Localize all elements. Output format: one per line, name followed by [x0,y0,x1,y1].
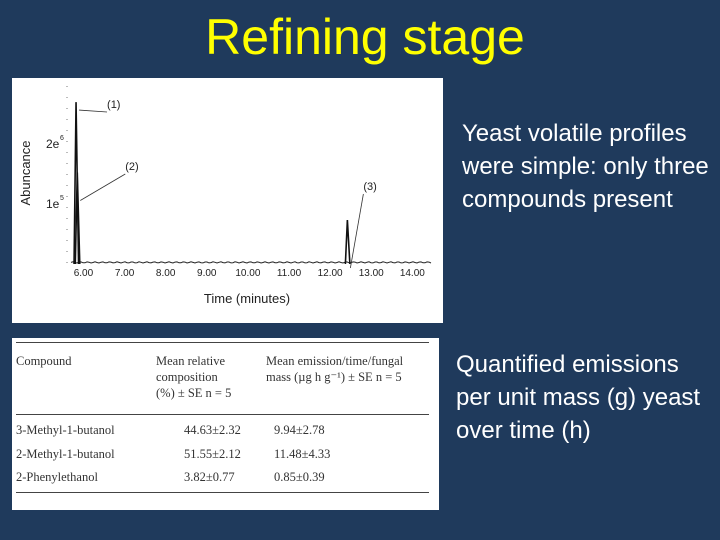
peak-label-3: (3) [363,181,376,193]
row-compound: 2-Phenylethanol [16,470,98,484]
bullet-quantified-emissions: Quantified emissions per unit mass (g) y… [456,351,701,444]
header-emission: Mean emission/time/fungal mass (µg h g⁻¹… [266,353,403,385]
peak-label-2: (2) [125,161,138,173]
x-tick-label: 9.00 [197,268,217,279]
row-composition: 3.82±0.77 [184,470,235,484]
table-top-rule [16,342,429,343]
x-tick-label: 6.00 [74,268,94,279]
chromatogram-svg: Abuncance 2e 6 1e 5 (1) (2) (3) 6.00 7.00 8.00 9.00… [18,86,432,306]
header-composition-line-2: composition [156,370,218,384]
peak-leader-1 [79,109,108,113]
x-tick-label: 13.00 [359,268,384,279]
baseline-trace [70,261,432,264]
peak-leader-3 [349,193,364,269]
x-axis-label: Time (minutes) [204,291,290,306]
x-tick-label: 10.00 [235,268,260,279]
row-emission: 11.48±4.33 [274,447,331,461]
table-header-rule [16,414,429,415]
peak-3 [344,219,351,265]
row-compound: 2-Methyl-1-butanol [16,447,115,461]
header-composition: Mean relative composition (%) ± SE n = 5 [156,353,231,401]
y-tick-label: 1e [46,197,60,211]
x-tick-label: 14.00 [400,268,425,279]
x-tick-label: 11.00 [277,268,302,279]
y-tick-exponent: 5 [60,195,64,202]
row-emission: 0.85±0.39 [274,470,325,484]
y-tick-label: 2e [46,137,60,151]
y-axis-label: Abuncance [18,140,33,205]
x-tick-label: 7.00 [115,268,135,279]
table-bottom-rule [16,492,429,493]
peak-label-1: (1) [107,99,120,111]
row-emission: 9.94±2.78 [274,423,325,437]
row-composition: 51.55±2.12 [184,447,241,461]
header-emission-line-2: mass (µg h g⁻¹) ± SE n = 5 [266,370,402,384]
peak-leader-2 [80,173,126,201]
header-compound: Compound [16,354,72,368]
row-composition: 44.63±2.32 [184,423,241,437]
row-compound: 3-Methyl-1-butanol [16,423,115,437]
x-tick-label: 12.00 [318,268,343,279]
slide-title: Refining stage [205,9,525,65]
header-composition-line-3: (%) ± SE n = 5 [156,386,232,400]
header-composition-line-1: Mean relative [156,354,226,368]
results-table: Compound Mean relative composition (%) ±… [12,338,439,510]
peak-2 [74,172,81,265]
bullet-volatile-profiles: Yeast volatile profiles were simple: onl… [462,120,709,213]
chromatogram-chart: Abuncance 2e 6 1e 5 (1) (2) (3) 6.00 7.00 8.00 9.00… [12,78,443,323]
x-tick-label: 8.00 [156,268,176,279]
y-tick-exponent: 6 [60,135,64,142]
header-emission-line-1: Mean emission/time/fungal [266,354,404,368]
